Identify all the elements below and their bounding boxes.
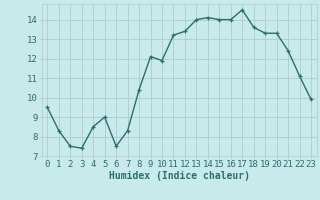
X-axis label: Humidex (Indice chaleur): Humidex (Indice chaleur) (109, 171, 250, 181)
